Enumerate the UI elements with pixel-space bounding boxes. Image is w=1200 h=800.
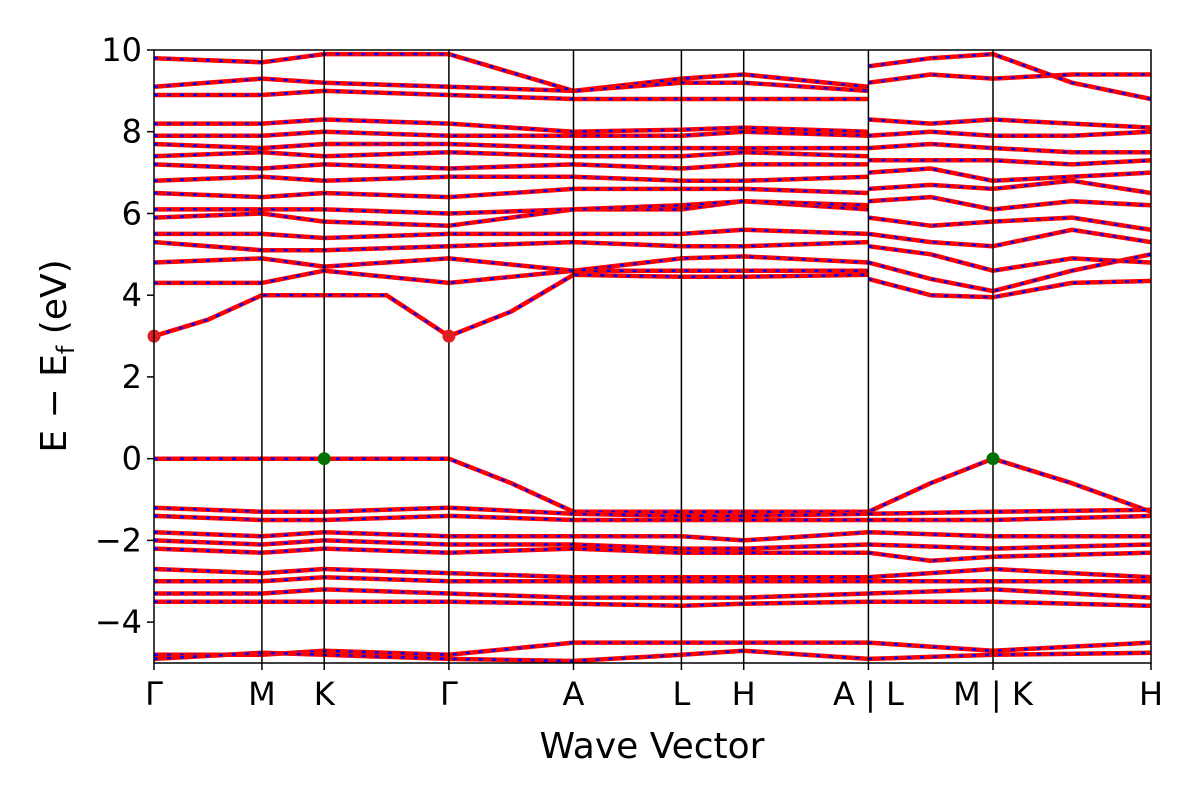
band-down-16 — [154, 52, 869, 93]
band-up-18 — [154, 505, 1151, 519]
band-down-5 — [154, 199, 869, 227]
y-tick-label-0: −4 — [95, 603, 142, 641]
band-down-1 — [154, 269, 869, 285]
band-down-33 — [868, 216, 1151, 232]
y-axis-ticks: −4 −2 0 2 4 6 8 10 — [95, 31, 154, 641]
x-tick-label-1: M — [248, 675, 276, 713]
band-down-15 — [154, 73, 869, 93]
band-up-24 — [154, 574, 1151, 584]
band-up-23 — [154, 566, 1151, 580]
band-down-34 — [868, 195, 1151, 211]
x-tick-label-0: Γ — [145, 675, 163, 713]
band-up-32 — [868, 227, 1151, 249]
x-tick-label-2: K — [314, 675, 336, 713]
y-tick-label-2: 0 — [122, 440, 142, 478]
band-down-17 — [154, 457, 1151, 514]
x-tick-label-4: A — [563, 675, 585, 713]
band-down-42 — [868, 52, 1151, 101]
band-down-36 — [868, 167, 1151, 183]
y-axis-label-unit: (eV) — [34, 259, 75, 334]
band-down-13 — [154, 118, 869, 133]
band-down-41 — [868, 73, 1151, 84]
band-up-26 — [154, 599, 1151, 609]
x-tick-label-8: M | K — [953, 675, 1034, 713]
band-edge-markers — [147, 329, 1000, 466]
band-down-39 — [868, 130, 1151, 138]
band-down-32 — [868, 228, 1151, 248]
high-symmetry-lines — [261, 50, 994, 663]
band-down-2 — [154, 255, 869, 272]
band-up-40 — [868, 117, 1151, 130]
band-down-8 — [154, 175, 869, 183]
band-up-19 — [154, 513, 1151, 523]
band-down-14 — [154, 89, 869, 101]
y-tick-label-7: 10 — [101, 31, 142, 69]
band-down-6 — [154, 199, 869, 215]
band-down-37 — [868, 159, 1151, 166]
vbm-marker-2 — [317, 452, 331, 466]
band-down-12 — [154, 130, 869, 138]
y-tick-label-5: 6 — [122, 195, 142, 233]
band-down-29 — [868, 277, 1151, 299]
band-up-41 — [868, 72, 1151, 85]
x-tick-label-6: H — [732, 675, 756, 713]
x-tick-label-7: A | L — [833, 675, 904, 713]
vbm-marker-3 — [986, 452, 1000, 466]
band-down-30 — [868, 253, 1151, 293]
y-tick-label-3: 2 — [122, 358, 142, 396]
band-down-3 — [154, 240, 869, 252]
y-tick-label-4: 4 — [122, 276, 142, 314]
band-down-7 — [154, 187, 869, 199]
band-up-17 — [154, 456, 1151, 515]
band-up-28 — [154, 648, 1151, 663]
band-down-40 — [868, 118, 1151, 129]
band-down-38 — [868, 142, 1151, 154]
x-tick-label-9: H — [1139, 675, 1163, 713]
y-axis-label-subscript: f — [52, 345, 80, 354]
x-axis-label: Wave Vector — [540, 726, 765, 767]
band-up-20 — [154, 529, 1151, 543]
band-down-31 — [868, 244, 1151, 272]
cbm-marker-1 — [442, 329, 456, 343]
x-tick-label-3: Γ — [440, 675, 458, 713]
band-up-21 — [154, 538, 1151, 551]
band-down-11 — [154, 142, 869, 150]
y-tick-label-6: 8 — [122, 113, 142, 151]
plot-frame — [153, 49, 1152, 664]
band-up-25 — [154, 587, 1151, 600]
y-tick-label-1: −2 — [95, 521, 142, 559]
band-lines — [154, 51, 1151, 663]
y-axis-label: E − Ef (eV) — [34, 259, 80, 452]
x-tick-label-5: L — [672, 675, 690, 713]
band-down-10 — [154, 150, 869, 158]
band-down-35 — [868, 179, 1151, 195]
band-down-4 — [154, 228, 869, 240]
band-down-9 — [154, 163, 869, 170]
